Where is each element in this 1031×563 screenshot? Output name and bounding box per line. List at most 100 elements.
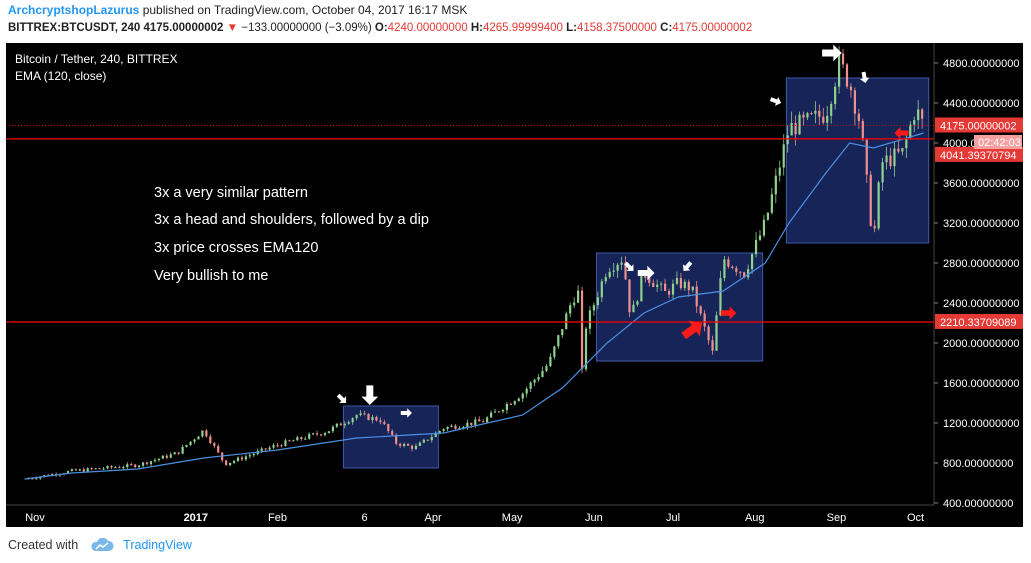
candle-body <box>134 464 137 468</box>
candle-body <box>260 448 263 451</box>
x-tick-label: Feb <box>268 512 287 524</box>
candle-body <box>185 444 188 447</box>
candle-body <box>383 422 386 425</box>
candle-body <box>576 290 580 303</box>
candle-body <box>592 305 596 311</box>
candle-body <box>901 148 904 152</box>
candle-body <box>533 379 536 383</box>
pattern-box-3 <box>785 77 930 244</box>
candle-body <box>774 175 777 195</box>
candle-body <box>782 144 785 168</box>
price-chart[interactable]: 400.00000000 800.00000000 1200.00000000 160… <box>6 43 1023 527</box>
head-arrow-1 <box>361 385 379 405</box>
candle-body <box>549 356 552 367</box>
candle-body <box>513 401 516 405</box>
candle-body <box>580 290 584 370</box>
level-low-label: 2210.33709089 <box>940 317 1016 329</box>
y-tick-label: 1200.00000000 <box>943 418 1019 430</box>
candle-body <box>240 457 244 460</box>
pattern-box-1 <box>342 405 439 469</box>
y-tick-label: 3200.00000000 <box>943 218 1019 230</box>
candle-body <box>885 155 888 163</box>
candle-body <box>497 411 501 413</box>
candle-body <box>802 114 805 118</box>
candle-body <box>276 445 279 447</box>
candle-body <box>205 430 208 437</box>
candle-body <box>482 421 485 423</box>
candle-body <box>905 137 908 149</box>
candle-body <box>822 116 825 123</box>
candle-body <box>462 426 465 429</box>
candle-body <box>138 465 141 468</box>
candle-body <box>78 469 81 471</box>
candle-body <box>588 310 592 329</box>
author-link[interactable]: ArchcryptshopLazurus <box>8 3 140 17</box>
chart-title: Bitcoin / Tether, 240, BITTREX <box>15 52 178 66</box>
candle-body <box>466 422 469 427</box>
candle-body <box>612 270 615 272</box>
candle-body <box>213 443 216 446</box>
candle-body <box>173 452 176 455</box>
tradingview-link[interactable]: TradingView <box>123 538 192 552</box>
candle-body <box>723 259 726 279</box>
candle-body <box>644 275 647 278</box>
candle-body <box>865 139 868 175</box>
candle-body <box>857 113 860 121</box>
right-shoulder-arrow-3 <box>859 71 870 83</box>
candle-body <box>126 464 129 468</box>
candle-body <box>339 423 342 426</box>
candle-body <box>525 388 528 394</box>
x-tick-label: 6 <box>361 512 367 524</box>
candle-body <box>505 403 509 410</box>
candle-body <box>189 441 192 445</box>
ema-cross-arrow-3 <box>894 127 909 139</box>
y-tick-label: 2400.00000000 <box>943 298 1019 310</box>
candle-body <box>327 431 331 434</box>
candle-body <box>35 478 38 480</box>
candle-body <box>209 436 212 444</box>
candle-body <box>794 122 797 135</box>
candle-body <box>845 64 849 87</box>
candle-body <box>426 439 429 441</box>
candle-body <box>478 419 481 422</box>
candle-body <box>770 194 773 213</box>
candle-body <box>161 455 164 459</box>
candle-body <box>636 301 639 305</box>
y-tick-label: 3600.00000000 <box>943 178 1019 190</box>
candle-body <box>379 420 382 423</box>
candle-body <box>232 460 236 463</box>
candle-body <box>86 468 89 472</box>
candle-body <box>474 419 477 426</box>
candle-body <box>869 174 872 226</box>
down-arrow-icon: ▼ <box>226 22 239 34</box>
candle-body <box>323 433 327 436</box>
candle-body <box>165 455 168 458</box>
candle-body <box>70 469 74 472</box>
head-arrow-2 <box>637 265 655 281</box>
candle-body <box>913 120 916 125</box>
low-value: 4158.37500000 <box>576 22 657 34</box>
x-tick-label: Oct <box>907 512 924 524</box>
x-tick-label: Jun <box>585 512 603 524</box>
candle-body <box>754 239 758 255</box>
annotation-line-3: 3x price crosses EMA120 <box>154 240 319 256</box>
open-label: O: <box>374 22 388 34</box>
candle-body <box>691 286 694 291</box>
candle-body <box>371 416 374 421</box>
candle-body <box>616 264 619 271</box>
last-price-label-bg <box>935 117 1023 133</box>
candle-body <box>921 109 924 119</box>
candle-body <box>818 110 821 117</box>
candle-body <box>236 457 240 461</box>
candle-body <box>517 398 520 402</box>
candle-body <box>225 460 228 466</box>
candle-body <box>315 433 319 435</box>
candle-body <box>561 329 564 336</box>
candle-body <box>228 462 232 466</box>
right-shoulder-arrow-1 <box>400 408 412 418</box>
last-price: 4175.00000002 <box>143 22 224 34</box>
chart-panel[interactable]: 400.00000000 800.00000000 1200.00000000 160… <box>6 43 1023 527</box>
candle-body <box>814 110 817 114</box>
candle-body <box>731 266 734 269</box>
candle-body <box>493 411 497 413</box>
